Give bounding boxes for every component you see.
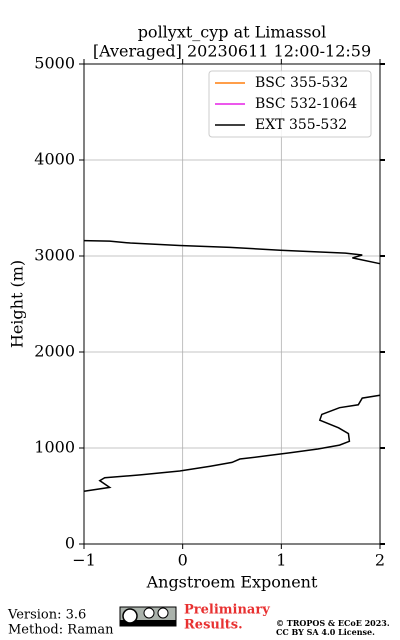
x-axis-label: Angstroem Exponent xyxy=(146,573,318,592)
chart-title: pollyxt_cyp at Limassol xyxy=(138,23,327,42)
chart-subtitle: [Averaged] 20230611 12:00-12:59 xyxy=(93,42,371,61)
y-tick-label: 5000 xyxy=(34,54,75,73)
method: Method: Raman xyxy=(8,623,114,638)
y-tick-label: 3000 xyxy=(34,246,75,265)
results: Results. xyxy=(184,618,243,633)
x-tick-label: 1 xyxy=(276,551,286,570)
preliminary: Preliminary xyxy=(184,603,270,618)
copyright: © TROPOS & ECoE 2023. xyxy=(276,618,390,628)
legend-label: BSC 532-1064 xyxy=(255,96,357,112)
plot-frame xyxy=(83,63,381,545)
version: Version: 3.6 xyxy=(7,608,86,623)
cc-logo xyxy=(119,606,177,627)
legend-label: BSC 355-532 xyxy=(255,75,348,91)
profile-line xyxy=(83,239,381,492)
y-tick-label: 2000 xyxy=(34,342,75,361)
legend-label: EXT 355-532 xyxy=(255,117,347,133)
legend-box xyxy=(208,70,372,138)
y-axis-label: Height (m) xyxy=(8,260,27,348)
x-tick-label: 0 xyxy=(178,551,188,570)
y-tick-label: 4000 xyxy=(34,150,75,169)
y-tick-label: 1000 xyxy=(34,438,75,457)
x-tick-label: −1 xyxy=(72,551,96,570)
license: CC BY SA 4.0 License. xyxy=(276,627,375,637)
x-tick-label: 2 xyxy=(375,551,385,570)
y-tick-label: 0 xyxy=(65,534,75,553)
